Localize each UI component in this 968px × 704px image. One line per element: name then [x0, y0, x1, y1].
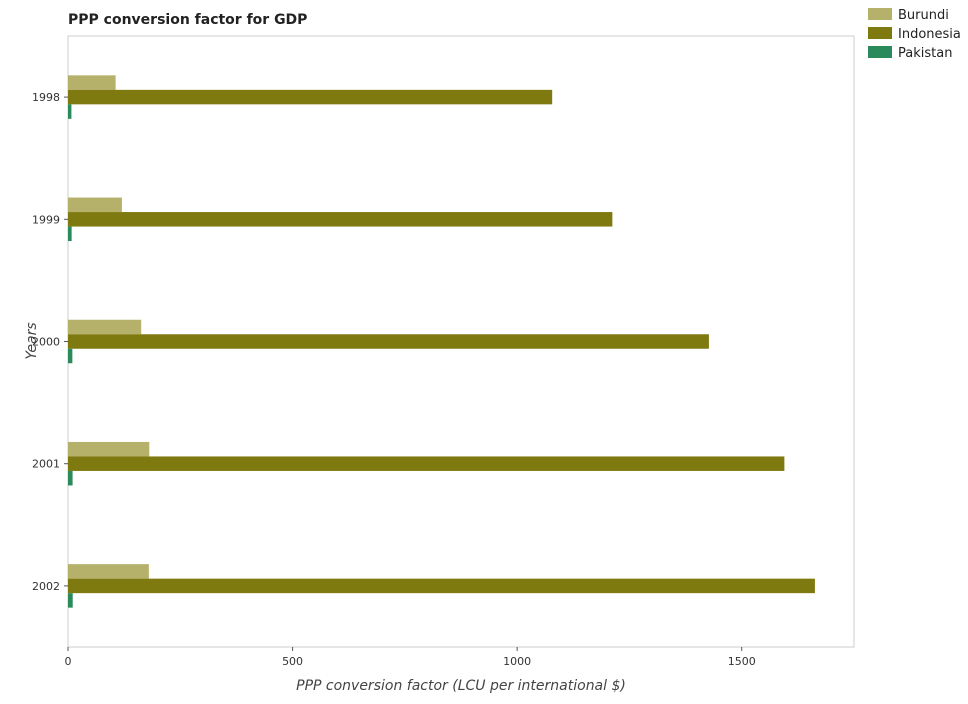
bar-burundi-1998	[68, 75, 116, 90]
bar-burundi-2000	[68, 319, 142, 335]
bar-pakistan-1998	[68, 104, 72, 119]
legend: Burundi Indonesia Pakistan	[868, 8, 961, 61]
bar-pakistan-2000	[68, 348, 73, 364]
legend-swatch-indonesia	[868, 27, 892, 39]
bar-burundi-2002	[68, 564, 149, 579]
bar-pakistan-2002	[68, 593, 73, 608]
y-tick-label: 2000	[32, 336, 60, 349]
bar-indonesia-2001	[68, 456, 785, 471]
bars	[68, 75, 815, 608]
y-tick-label: 2001	[32, 458, 60, 471]
bar-burundi-1999	[68, 197, 122, 213]
x-axis-label: PPP conversion factor (LCU per internati…	[296, 678, 626, 694]
y-axis-ticks: 1998 1999 2000 2001 2002	[32, 91, 68, 593]
legend-label-burundi: Burundi	[898, 8, 949, 23]
bar-indonesia-2000	[68, 334, 709, 349]
bar-indonesia-2002	[68, 578, 815, 594]
y-tick-label: 1998	[32, 91, 60, 104]
y-tick-label: 1999	[32, 213, 60, 226]
bar-pakistan-2001	[68, 470, 73, 486]
bar-indonesia-1999	[68, 212, 613, 227]
y-tick-label: 2002	[32, 580, 60, 593]
legend-swatch-pakistan	[868, 46, 892, 58]
x-axis-ticks: 0 500 1000 1500	[65, 647, 756, 668]
bar-indonesia-1998	[68, 89, 553, 105]
x-tick-label: 500	[282, 655, 303, 668]
x-tick-label: 1000	[503, 655, 531, 668]
x-tick-label: 0	[65, 655, 72, 668]
legend-swatch-burundi	[868, 8, 892, 20]
legend-label-pakistan: Pakistan	[898, 46, 952, 61]
y-axis-label: Years	[24, 322, 40, 359]
bar-burundi-2001	[68, 441, 150, 457]
x-tick-label: 1500	[728, 655, 756, 668]
bar-pakistan-1999	[68, 226, 72, 242]
chart-title: PPP conversion factor for GDP	[68, 12, 307, 28]
legend-label-indonesia: Indonesia	[898, 27, 961, 42]
